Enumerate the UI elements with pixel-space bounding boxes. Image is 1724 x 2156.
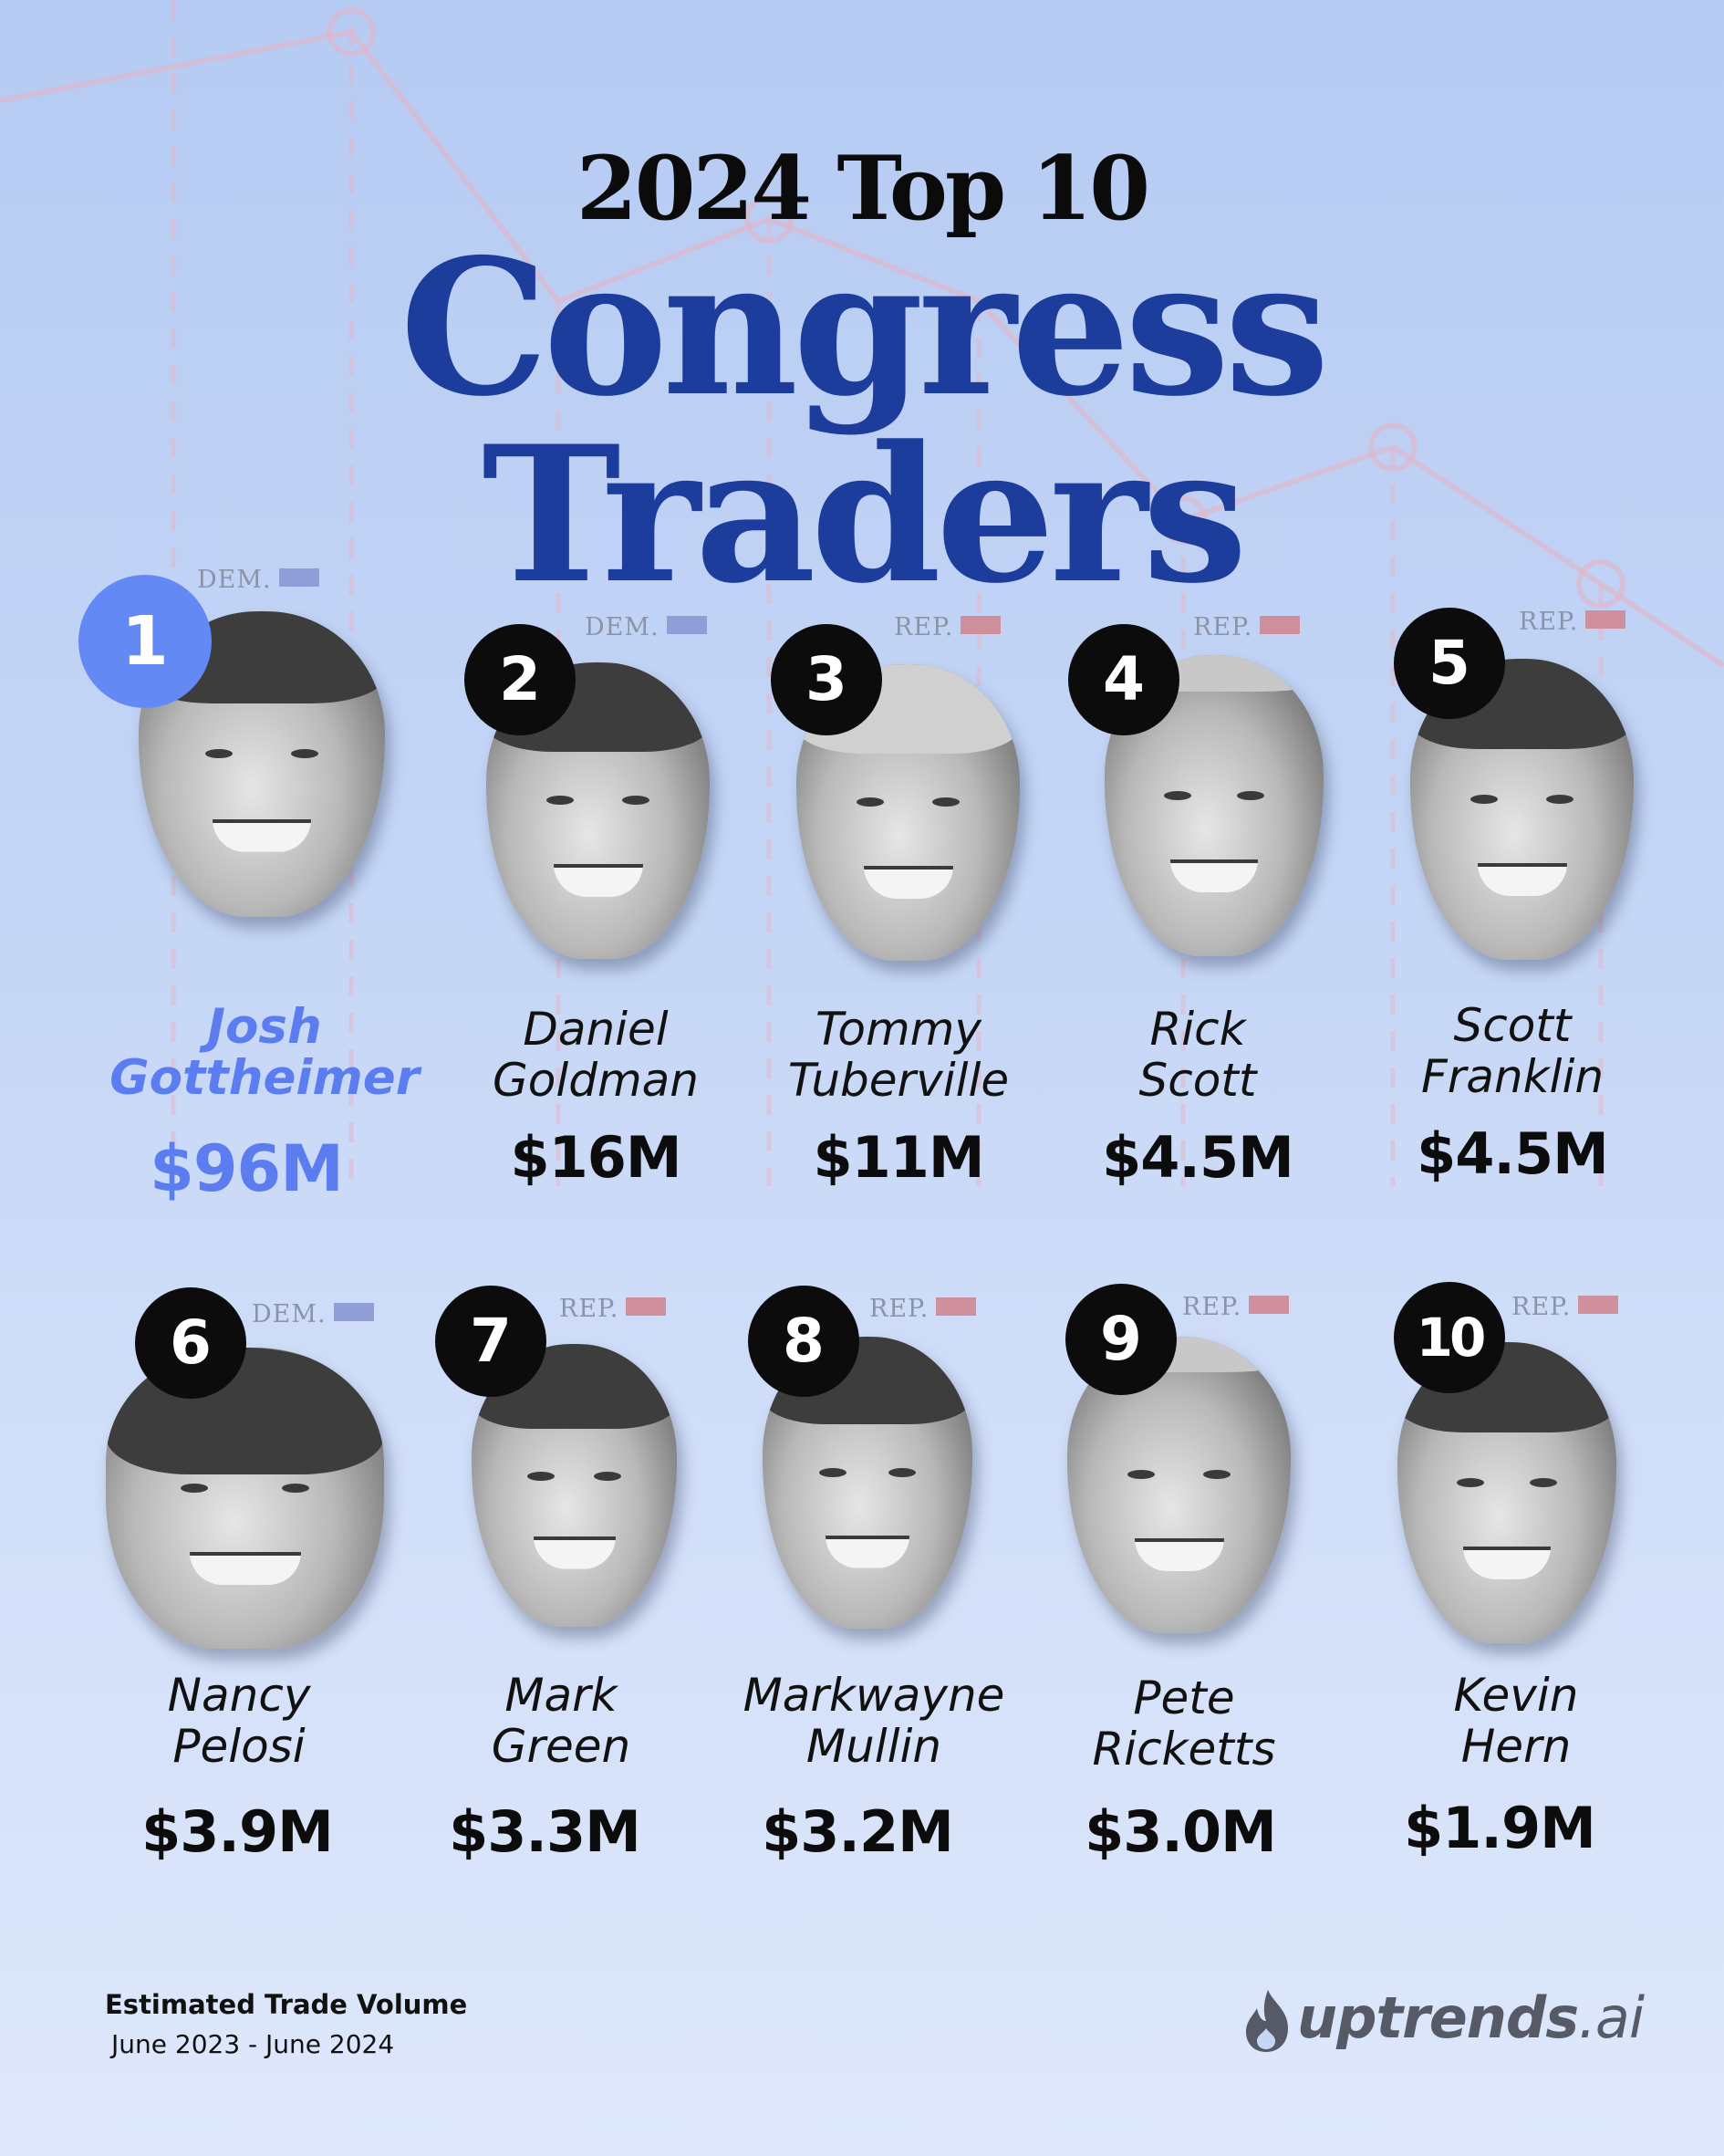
trader-name: Daniel Goldman [492,1003,699,1107]
rep-flag [961,616,1002,634]
trader-card-2: DEM. 2 Daniel Goldman $16M [431,602,760,1223]
party-label: DEM. [252,1300,374,1328]
trade-amount: $3.9M [141,1798,334,1865]
trade-amount: $4.5M [1102,1124,1294,1191]
trader-card-6: DEM. 6 Nancy Pelosi $3.9M [80,1282,409,1902]
trader-name: Kevin Hern [1453,1669,1579,1773]
trade-amount: $16M [510,1124,681,1191]
page-title: Congress Traders [400,219,1330,625]
trade-amount: $96M [150,1131,344,1206]
rank-badge: 2 [464,624,576,735]
party-label: REP. [869,1295,977,1323]
rep-flag [1585,610,1626,629]
trader-name: Markwayne Mullin [743,1669,1005,1773]
flame-icon [1246,1990,1288,2052]
trade-amount: $4.5M [1417,1120,1609,1187]
trade-amount: $3.3M [449,1798,641,1865]
trader-name: Rick Scott [1138,1003,1257,1107]
trader-card-5: REP. 5 Scott Franklin $4.5M [1348,602,1677,1223]
brand-name: uptrends.ai [1297,1984,1645,2051]
trader-name: Scott Franklin [1420,999,1605,1103]
party-label: REP. [894,613,1002,641]
trader-card-9: REP. 9 Pete Ricketts $3.0M [1020,1282,1348,1902]
portrait [763,1337,972,1629]
rank-badge: 6 [135,1287,246,1399]
dem-flag [666,616,707,634]
trader-name: Pete Ricketts [1092,1672,1276,1776]
rank-badge: 9 [1065,1284,1177,1395]
trader-name: Mark Green [491,1669,631,1773]
rank-badge: 4 [1068,624,1179,735]
trade-amount: $1.9M [1404,1795,1596,1861]
rank-badge: 8 [748,1286,859,1397]
trader-name: Nancy Pelosi [167,1669,311,1773]
trader-card-10: REP. 10 Kevin Hern $1.9M [1341,1282,1669,1902]
party-label: DEM. [585,613,707,641]
date-range: June 2023 - June 2024 [111,2029,395,2059]
rank-badge: 3 [771,624,882,735]
trade-amount: $3.2M [762,1798,954,1865]
footer-title: Estimated Trade Volume [105,1989,468,2020]
dem-flag [278,568,319,587]
brand-logo: uptrends.ai [1241,1984,1645,2057]
rank-badge: 5 [1394,608,1505,719]
trade-amount: $3.0M [1085,1798,1277,1865]
trader-card-1: DEM. 1 Josh Gottheimer $96M [78,557,420,1213]
trader-card-8: REP. 8 Markwayne Mullin $3.2M [710,1282,1038,1902]
party-label: REP. [559,1295,667,1323]
trader-card-3: REP. 3 Tommy Tuberville $11M [734,602,1063,1223]
rep-flag [936,1297,977,1316]
party-label: REP. [1519,608,1626,636]
party-label: DEM. [197,566,319,594]
party-label: REP. [1511,1293,1619,1321]
rank-badge: 10 [1394,1282,1505,1393]
party-label: REP. [1193,613,1301,641]
rep-flag [1249,1296,1290,1314]
rep-flag [1578,1296,1619,1314]
trader-card-4: REP. 4 Rick Scott $4.5M [1033,602,1362,1223]
dem-flag [333,1303,374,1321]
rank-badge: 7 [435,1286,546,1397]
party-label: REP. [1182,1293,1290,1321]
subtitle: 2024 Top 10 [576,137,1150,240]
trader-card-7: REP. 7 Mark Green $3.3M [397,1282,725,1902]
rank-badge: 1 [78,575,212,708]
trader-name: Josh Gottheimer [109,999,420,1106]
rep-flag [1260,616,1301,634]
rep-flag [626,1297,667,1316]
trade-amount: $11M [813,1124,984,1191]
portrait [106,1348,384,1649]
trader-name: Tommy Tuberville [787,1003,1010,1107]
